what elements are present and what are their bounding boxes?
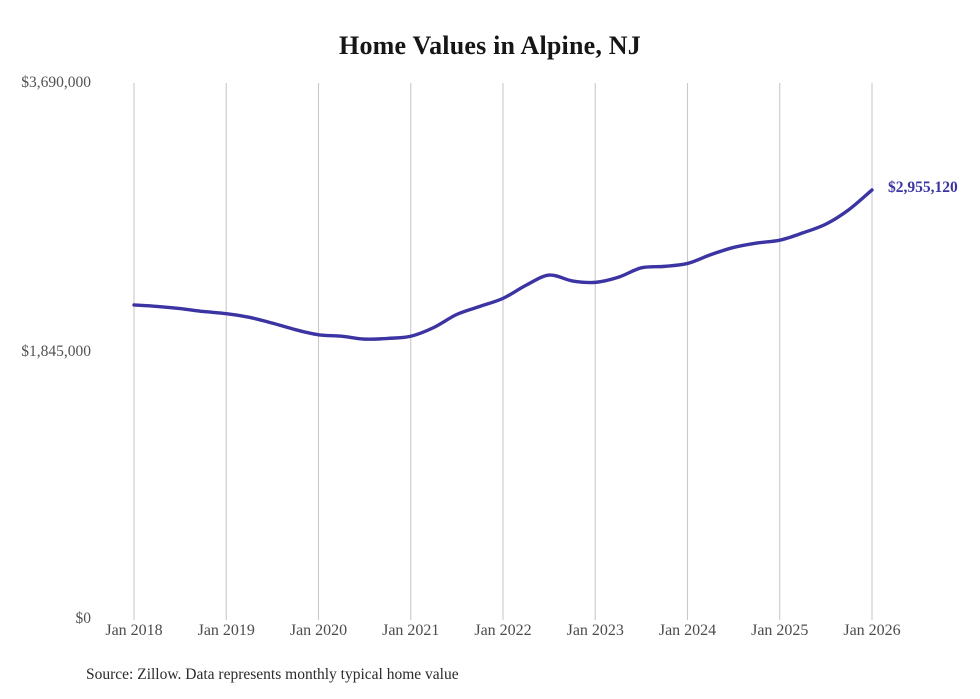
gridlines	[133, 83, 873, 620]
x-axis-tick-label-jan-2025: Jan 2025	[751, 622, 809, 639]
x-axis-tick-label-jan-2020: Jan 2020	[289, 622, 348, 639]
y-axis-tick-label-top: $3,690,000	[21, 74, 91, 91]
x-axis-tick-label-jan-2023: Jan 2023	[566, 622, 624, 639]
x-axis-tick-label-jan-2019: Jan 2019	[197, 622, 255, 639]
x-axis-tick-label-jan-2024: Jan 2024	[658, 622, 717, 639]
chart-title: Home Values in Alpine, NJ	[339, 31, 641, 60]
home-value-line-series	[132, 188, 874, 341]
y-axis-tick-label-mid: $1,845,000	[21, 343, 91, 360]
x-axis-tick-label-jan-2018: Jan 2018	[105, 622, 163, 639]
x-axis-tick-label-jan-2022: Jan 2022	[474, 622, 532, 639]
source-caption: Source: Zillow. Data represents monthly …	[86, 666, 459, 683]
x-axis-tick-label-jan-2021: Jan 2021	[382, 622, 440, 639]
endpoint-value-label: $2,955,120	[888, 178, 958, 196]
y-axis-tick-label-zero: $0	[75, 610, 92, 627]
x-axis-tick-label-jan-2026: Jan 2026	[843, 622, 901, 639]
